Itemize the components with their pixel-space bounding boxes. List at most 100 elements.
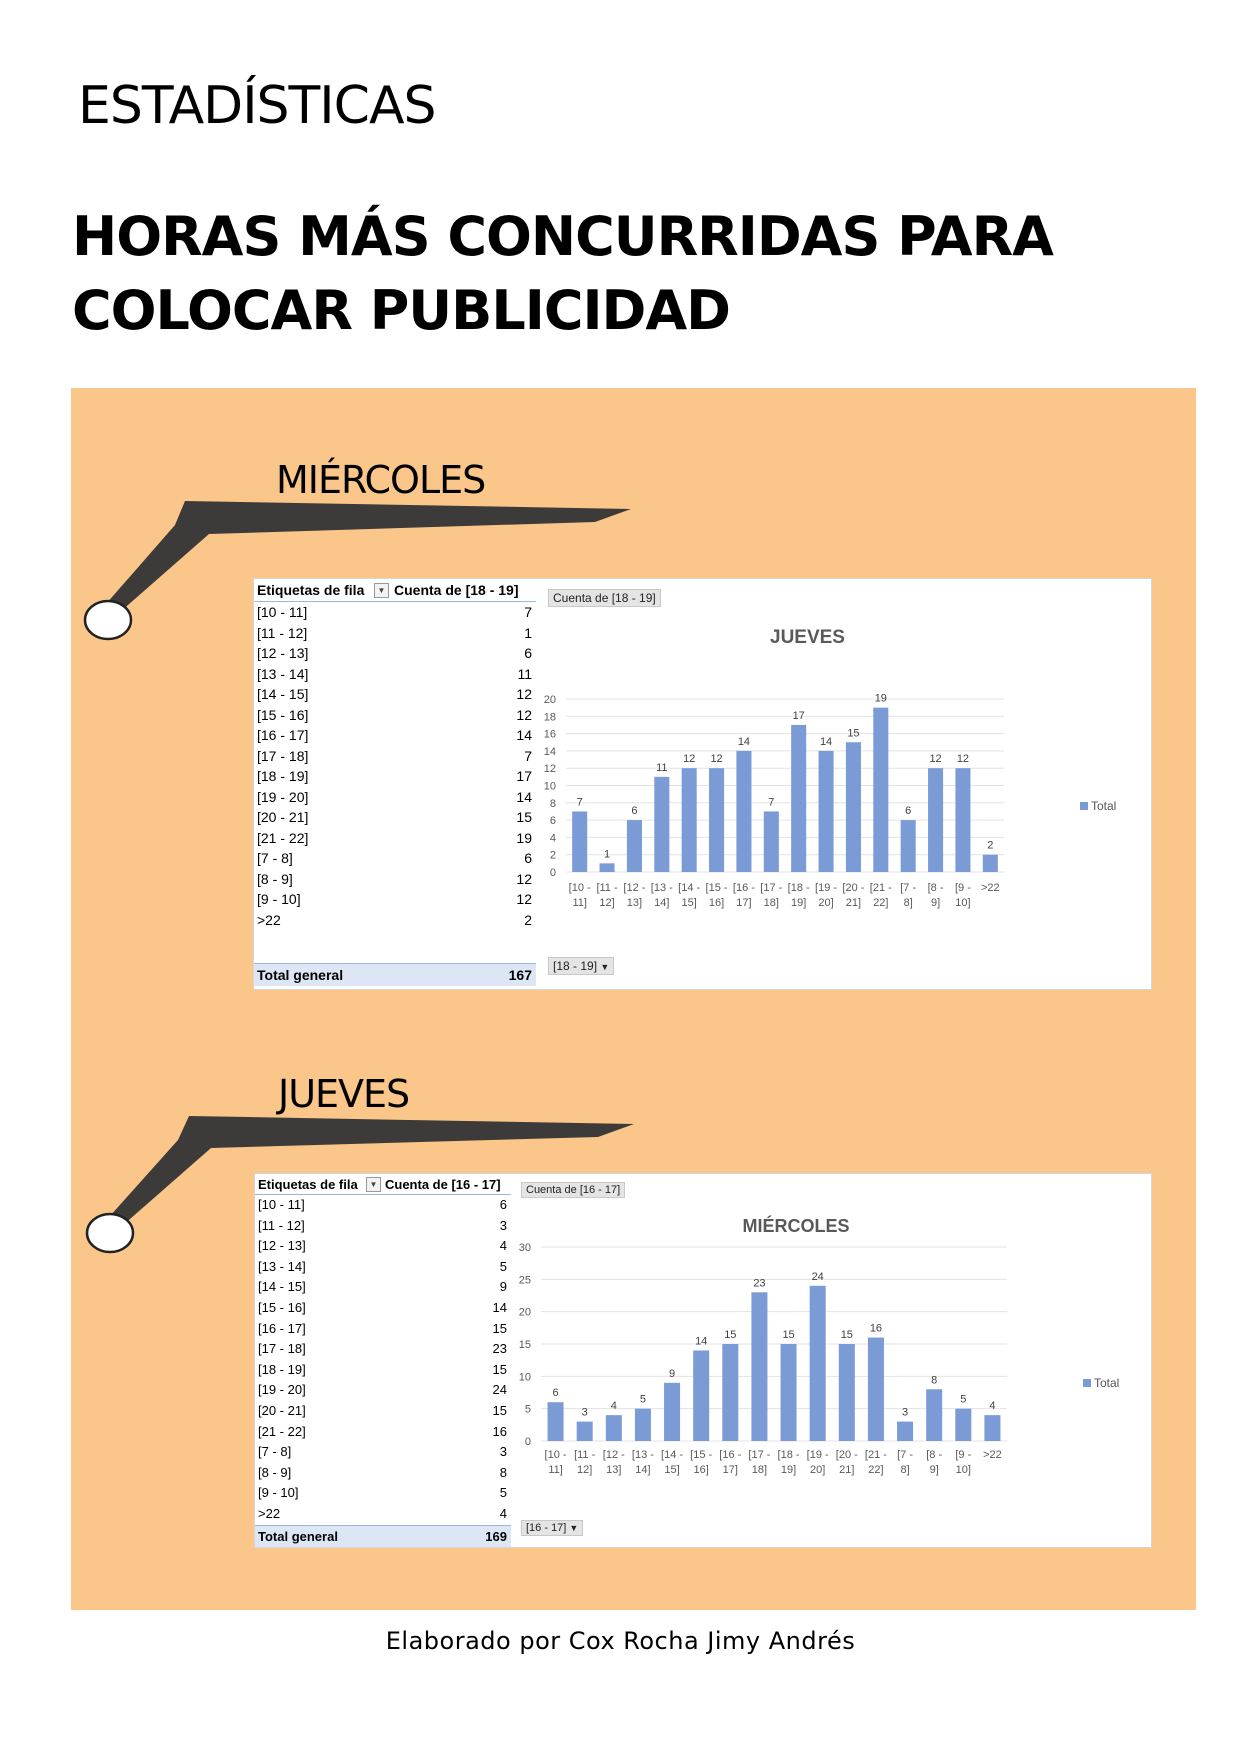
data-label: 4	[989, 1400, 995, 1412]
x-tick-label: [15 -16]	[690, 1449, 712, 1476]
data-label: 19	[875, 693, 887, 705]
bar	[606, 1415, 622, 1441]
x-tick-label: [8 -9]	[926, 1449, 942, 1476]
pivot-row: [13 - 14] 5	[255, 1257, 511, 1277]
bar	[897, 1422, 913, 1441]
pivot-row-value: 4	[500, 1238, 507, 1253]
data-label: 15	[782, 1329, 794, 1341]
x-tick-label: [19 -20]	[807, 1449, 829, 1476]
pivot-row-label: [13 - 14]	[258, 1259, 306, 1274]
data-label: 24	[812, 1271, 824, 1283]
pivot-row-value: 3	[500, 1218, 507, 1233]
pivot-row: [11 - 12] 3	[255, 1216, 511, 1236]
bar	[577, 1422, 593, 1441]
x-tick-label: [20 -21]	[836, 1449, 858, 1476]
data-label: 12	[929, 753, 941, 765]
screenshot-2: Etiquetas de fila ▼ Cuenta de [16 - 17] …	[254, 1173, 1152, 1548]
x-tick-label: [14 -15]	[661, 1449, 683, 1476]
dropdown-arrow-icon: ▼	[569, 1523, 578, 1533]
pivot-total-value: 169	[485, 1529, 507, 1544]
pivot-row-value: 4	[500, 1506, 507, 1521]
x-tick-label: [8 -9]	[928, 882, 944, 909]
y-tick-label: 25	[519, 1274, 531, 1286]
data-label: 3	[902, 1407, 908, 1419]
bar	[664, 1383, 680, 1441]
bar	[722, 1344, 738, 1441]
chart-filter-tag[interactable]: [16 - 17] ▼	[521, 1520, 583, 1536]
pivot-row: [14 - 15] 9	[255, 1277, 511, 1297]
x-tick-label: [20 -21]	[842, 882, 864, 909]
x-tick-label: [9 -10]	[955, 1449, 971, 1476]
pivot-row-value: 6	[500, 1197, 507, 1212]
pivot-row-label: [8 - 9]	[258, 1465, 291, 1480]
bar	[928, 768, 943, 872]
bar	[751, 1292, 767, 1441]
pointer-circle-2	[87, 1214, 133, 1252]
data-label: 23	[753, 1277, 765, 1289]
x-tick-label: [9 -10]	[955, 882, 971, 909]
pivot-row: [20 - 21] 15	[255, 1401, 511, 1421]
x-tick-label: [21 -22]	[865, 1449, 887, 1476]
x-tick-label: [7 -8]	[897, 1449, 913, 1476]
x-tick-label: [17 -18]	[748, 1449, 770, 1476]
bar	[901, 820, 916, 872]
pivot-row: >22 4	[255, 1504, 511, 1524]
data-label: 9	[669, 1368, 675, 1380]
pivot-row-label: [10 - 11]	[258, 1197, 305, 1212]
data-label: 8	[931, 1374, 937, 1386]
pivot-row-label: [21 - 22]	[258, 1424, 306, 1439]
bar	[873, 708, 888, 872]
legend-label: Total	[1091, 799, 1116, 813]
data-label: 2	[987, 840, 993, 852]
pivot-row: [10 - 11] 6	[255, 1195, 511, 1215]
y-tick-label: 30	[519, 1242, 531, 1254]
pivot-row: [12 - 13] 4	[255, 1236, 511, 1256]
pivot-total-row: Total general 169	[255, 1525, 511, 1547]
pivot-row-value: 5	[500, 1485, 507, 1500]
x-tick-label: [12 -13]	[603, 1449, 625, 1476]
pivot-row-label: [14 - 15]	[258, 1279, 306, 1294]
pivot-row: [9 - 10] 5	[255, 1483, 511, 1503]
section-heading: ESTADÍSTICAS	[78, 80, 436, 132]
pivot-row-value: 8	[500, 1465, 507, 1480]
pivot-row: [21 - 22] 16	[255, 1422, 511, 1442]
pivot-row-value: 15	[493, 1362, 507, 1377]
y-tick-label: 10	[519, 1371, 531, 1383]
pivot-row: [17 - 18] 23	[255, 1339, 511, 1359]
data-label: 12	[957, 753, 969, 765]
data-label: 17	[793, 710, 805, 722]
pivot-table-2: Etiquetas de fila ▼ Cuenta de [16 - 17] …	[255, 1174, 511, 1547]
section-label-jueves: JUEVES	[278, 1075, 409, 1113]
legend-label: Total	[1094, 1376, 1119, 1390]
page-title: HORAS MÁS CONCURRIDAS PARA COLOCAR PUBLI…	[72, 200, 1072, 348]
x-tick-label: [18 -19]	[788, 882, 810, 909]
bar	[819, 751, 834, 872]
pivot-col-label: Etiquetas de fila	[258, 1177, 358, 1192]
data-label: 6	[905, 805, 911, 817]
data-label: 16	[870, 1323, 882, 1335]
y-tick-label: 15	[519, 1339, 531, 1351]
data-label: 6	[553, 1387, 559, 1399]
pivot-row-label: [18 - 19]	[258, 1362, 306, 1377]
pivot-row-value: 3	[500, 1444, 507, 1459]
data-label: 15	[841, 1329, 853, 1341]
bar	[984, 1415, 1000, 1441]
bar	[635, 1409, 651, 1441]
filter-tag-label: [16 - 17]	[526, 1522, 566, 1534]
y-tick-label: 20	[519, 1307, 531, 1319]
filter-dropdown-icon[interactable]: ▼	[366, 1177, 381, 1192]
pivot-row-value: 9	[500, 1279, 507, 1294]
x-tick-label: [21 -22]	[870, 882, 892, 909]
x-tick-label: [18 -19]	[778, 1449, 800, 1476]
chart-legend: Total	[1083, 1376, 1119, 1390]
pivot-row-label: [15 - 16]	[258, 1300, 306, 1315]
bar	[846, 742, 861, 872]
bar	[955, 768, 970, 872]
pivot-row-value: 23	[493, 1341, 507, 1356]
bar	[791, 725, 806, 872]
pivot-row-value: 15	[493, 1403, 507, 1418]
legend-swatch	[1083, 1379, 1091, 1387]
x-tick-label: [10 -11]	[545, 1449, 567, 1476]
x-tick-label: [13 -14]	[632, 1449, 654, 1476]
chart-legend: Total	[1080, 799, 1116, 813]
